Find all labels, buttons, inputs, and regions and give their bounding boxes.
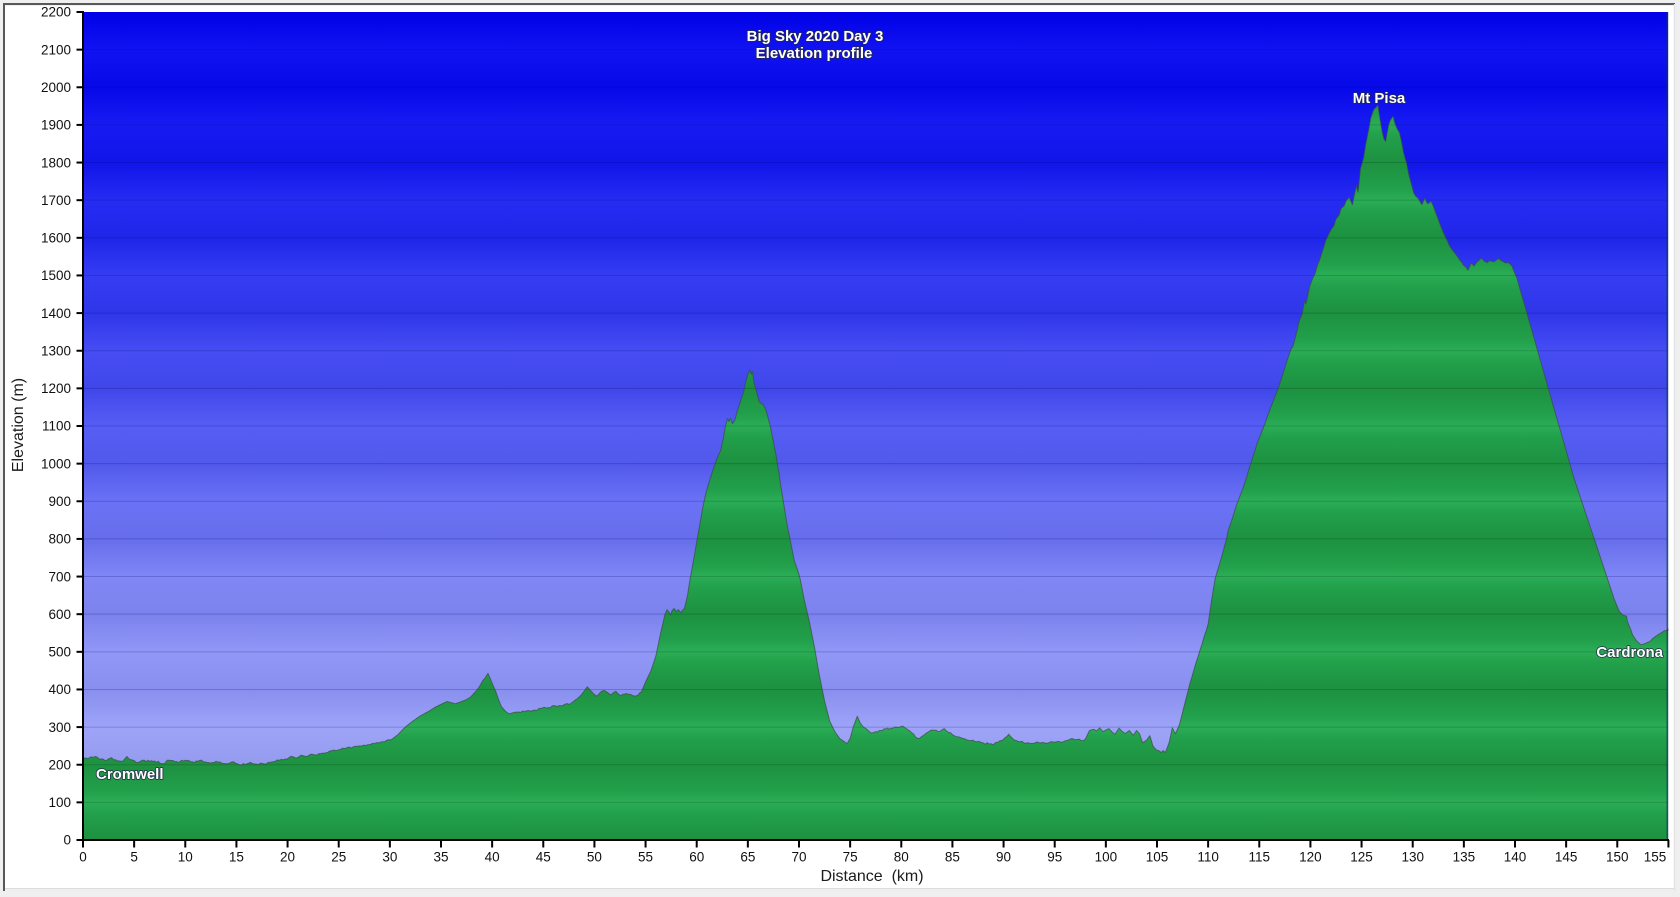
svg-text:20: 20 (280, 850, 295, 865)
svg-text:60: 60 (689, 850, 704, 865)
svg-text:55: 55 (638, 850, 653, 865)
svg-text:Elevation (m): Elevation (m) (10, 378, 27, 472)
svg-text:5: 5 (130, 850, 138, 865)
svg-text:120: 120 (1299, 850, 1322, 865)
svg-text:Cardrona: Cardrona (1596, 644, 1663, 661)
svg-text:125: 125 (1350, 850, 1373, 865)
svg-text:140: 140 (1504, 850, 1527, 865)
svg-text:1500: 1500 (41, 268, 71, 283)
svg-text:1600: 1600 (41, 231, 71, 246)
svg-text:35: 35 (433, 850, 448, 865)
svg-text:1800: 1800 (41, 155, 71, 170)
svg-text:110: 110 (1197, 850, 1219, 865)
svg-text:115: 115 (1249, 850, 1271, 865)
svg-text:45: 45 (536, 850, 551, 865)
svg-text:75: 75 (843, 850, 858, 865)
svg-text:1400: 1400 (41, 306, 71, 321)
svg-text:1000: 1000 (41, 456, 71, 471)
svg-text:70: 70 (791, 850, 806, 865)
svg-text:150: 150 (1606, 850, 1629, 865)
svg-text:100: 100 (48, 795, 71, 810)
svg-text:300: 300 (48, 720, 71, 735)
svg-text:1200: 1200 (41, 381, 71, 396)
svg-text:2100: 2100 (41, 42, 71, 57)
svg-text:95: 95 (1047, 850, 1062, 865)
svg-text:30: 30 (382, 850, 397, 865)
svg-text:Elevation profile: Elevation profile (756, 45, 873, 62)
svg-text:135: 135 (1453, 850, 1476, 865)
svg-text:1700: 1700 (41, 193, 71, 208)
svg-text:2000: 2000 (41, 80, 71, 95)
svg-text:40: 40 (485, 850, 500, 865)
svg-text:90: 90 (996, 850, 1011, 865)
svg-text:800: 800 (48, 532, 71, 547)
svg-text:Mt Pisa: Mt Pisa (1353, 90, 1406, 107)
svg-text:0: 0 (79, 850, 87, 865)
svg-text:25: 25 (331, 850, 346, 865)
svg-text:200: 200 (48, 757, 71, 772)
svg-text:65: 65 (740, 850, 755, 865)
svg-text:500: 500 (48, 645, 71, 660)
svg-text:1100: 1100 (42, 419, 71, 434)
svg-text:80: 80 (894, 850, 909, 865)
svg-text:145: 145 (1555, 850, 1578, 865)
svg-text:Cromwell: Cromwell (96, 766, 164, 783)
svg-text:700: 700 (48, 569, 71, 584)
svg-text:100: 100 (1095, 850, 1118, 865)
svg-text:2200: 2200 (41, 5, 71, 20)
svg-text:15: 15 (229, 850, 244, 865)
svg-text:0: 0 (63, 833, 71, 848)
svg-text:85: 85 (945, 850, 960, 865)
svg-text:130: 130 (1401, 850, 1424, 865)
svg-text:155: 155 (1644, 850, 1667, 865)
svg-text:600: 600 (48, 607, 71, 622)
svg-text:Distance (km): Distance (km) (820, 868, 923, 885)
svg-text:50: 50 (587, 850, 602, 865)
svg-text:400: 400 (48, 682, 71, 697)
svg-text:Big Sky 2020 Day 3: Big Sky 2020 Day 3 (747, 28, 884, 45)
svg-text:900: 900 (48, 494, 71, 509)
svg-text:1900: 1900 (41, 118, 71, 133)
svg-text:1300: 1300 (41, 343, 71, 358)
svg-text:105: 105 (1146, 850, 1169, 865)
svg-text:10: 10 (178, 850, 193, 865)
